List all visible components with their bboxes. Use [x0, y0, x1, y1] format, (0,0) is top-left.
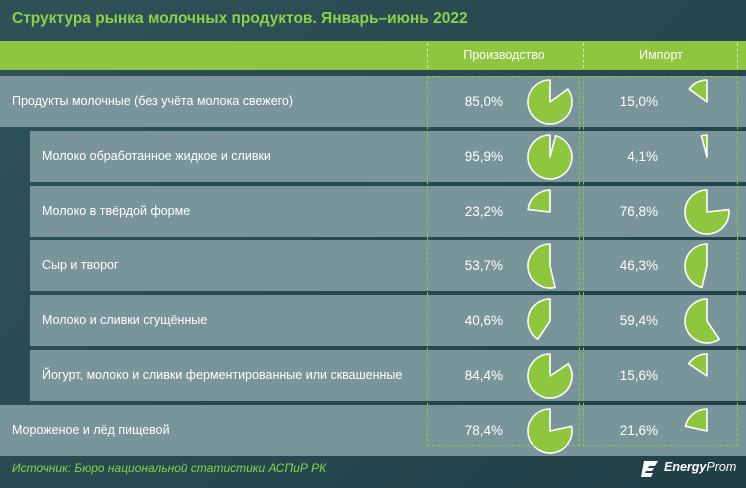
row-label: Молоко и сливки сгущённые: [42, 313, 208, 328]
production-value: 23,2%: [464, 203, 503, 219]
production-pie-slice: [527, 298, 551, 341]
import-pie-slice: [684, 243, 708, 289]
production-pie-slice: [527, 243, 556, 290]
row-label: Молоко в твёрдой форме: [42, 203, 191, 218]
import-pie-slice: [688, 79, 708, 103]
table-header: Производство Импорт: [0, 41, 746, 70]
import-value: 4,1%: [627, 148, 658, 164]
row-background: [0, 404, 746, 456]
row-background: [30, 240, 746, 292]
production-pie: [527, 79, 573, 125]
energyprom-logo-icon: [641, 461, 658, 477]
logo-text: EnergyProm: [664, 460, 736, 474]
table-row: Сыр и творог 53,7% 46,3%: [0, 240, 746, 292]
table-row: Молоко и сливки сгущённые 40,6% 59,4%: [0, 295, 746, 347]
import-pie-slice: [687, 353, 708, 377]
import-value: 59,4%: [619, 313, 658, 329]
production-pie: [527, 243, 556, 290]
production-pie-slice: [527, 407, 573, 454]
production-pie: [527, 298, 551, 341]
import-pie-slice: [700, 133, 708, 158]
column-header-import: Импорт: [639, 48, 683, 62]
row-label: Молоко обработанное жидкое и сливки: [42, 148, 271, 163]
row-background: [30, 185, 746, 237]
production-pie-slice: [527, 79, 573, 125]
production-pie: [527, 407, 573, 454]
row-label: Йогурт, молоко и сливки ферментированные…: [42, 368, 403, 382]
table-row: Продукты молочные (без учёта молока свеж…: [0, 76, 746, 127]
import-pie-slice: [684, 298, 721, 344]
table-row: Мороженое и лёд пищевой 78,4% 21,6%: [0, 404, 746, 456]
import-value: 15,6%: [619, 368, 658, 383]
import-pie: [684, 298, 721, 344]
production-pie-slice: [527, 188, 551, 213]
logo-text-bold: Energy: [664, 460, 707, 474]
production-pie-slice: [527, 133, 573, 180]
production-value: 78,4%: [464, 422, 503, 438]
row-label: Сыр и творог: [42, 258, 119, 273]
production-value: 85,0%: [464, 94, 503, 109]
production-pie: [527, 188, 551, 213]
logo-text-rest: Prom: [706, 460, 737, 474]
row-background: [30, 130, 746, 182]
table-row: Йогурт, молоко и сливки ферментированные…: [0, 350, 746, 401]
row-label: Мороженое и лёд пищевой: [12, 422, 170, 437]
column-header-production: Производство: [463, 48, 545, 62]
row-background: [30, 350, 746, 401]
import-value: 15,0%: [619, 94, 658, 109]
production-pie: [527, 133, 573, 180]
row-background: [30, 295, 746, 347]
import-value: 21,6%: [619, 422, 658, 438]
import-pie-slice: [684, 407, 708, 432]
import-pie: [700, 133, 708, 158]
source-note: Источник: Бюро национальной статистики А…: [12, 461, 327, 475]
import-pie: [684, 407, 708, 432]
production-pie-slice: [527, 353, 573, 399]
import-pie: [684, 243, 708, 289]
row-label: Продукты молочные (без учёта молока свеж…: [12, 94, 294, 108]
energyprom-logo: EnergyProm: [640, 456, 740, 482]
production-value: 40,6%: [464, 313, 503, 329]
production-value: 84,4%: [464, 368, 503, 383]
table-row: Молоко в твёрдой форме 23,2% 76,8%: [0, 185, 746, 237]
production-value: 95,9%: [464, 148, 503, 164]
chart-title: Структура рынка молочных продуктов. Янва…: [12, 10, 468, 27]
import-value: 46,3%: [619, 258, 658, 274]
import-pie: [688, 79, 708, 103]
header-divider: [583, 43, 584, 68]
header-divider: [737, 43, 738, 68]
production-value: 53,7%: [464, 258, 503, 274]
import-value: 76,8%: [619, 203, 658, 219]
import-pie: [684, 188, 730, 235]
production-pie: [527, 353, 573, 399]
header-divider: [427, 43, 428, 68]
import-pie-slice: [684, 188, 730, 235]
import-pie: [687, 353, 708, 377]
table-row: Молоко обработанное жидкое и сливки 95,9%…: [0, 130, 746, 182]
row-background: [0, 76, 746, 127]
